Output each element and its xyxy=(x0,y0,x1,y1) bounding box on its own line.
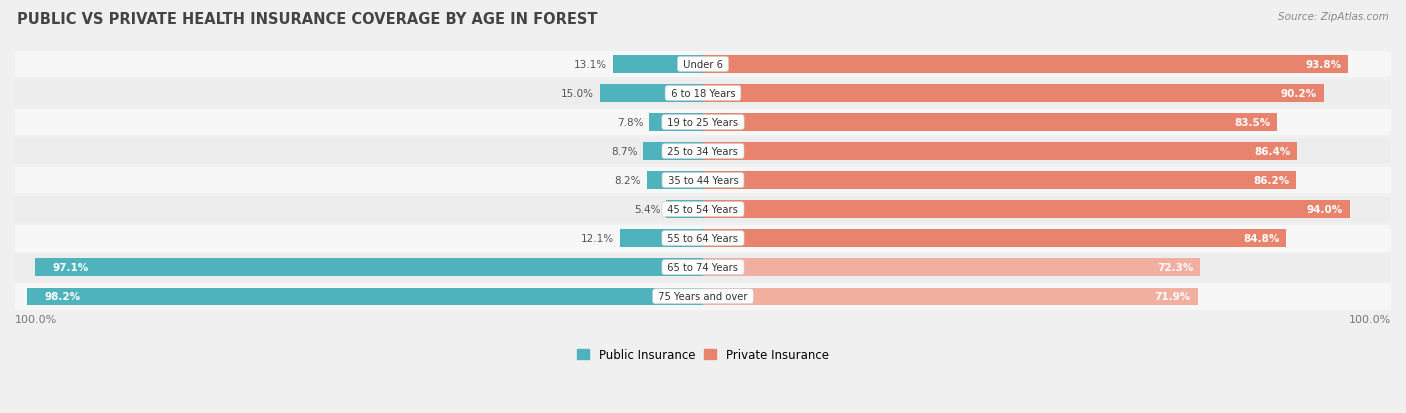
Bar xyxy=(15,52,1391,78)
Bar xyxy=(15,254,1391,281)
Bar xyxy=(703,259,1201,276)
Text: 5.4%: 5.4% xyxy=(634,204,661,215)
Text: 84.8%: 84.8% xyxy=(1243,234,1279,244)
Bar xyxy=(15,109,1391,136)
Bar xyxy=(703,201,1350,218)
Bar xyxy=(703,143,1298,160)
Bar xyxy=(15,196,1391,223)
Bar xyxy=(703,172,1296,189)
Text: 93.8%: 93.8% xyxy=(1305,60,1341,70)
Legend: Public Insurance, Private Insurance: Public Insurance, Private Insurance xyxy=(572,343,834,366)
Text: 75 Years and over: 75 Years and over xyxy=(655,292,751,301)
Text: 65 to 74 Years: 65 to 74 Years xyxy=(665,263,741,273)
Text: 8.2%: 8.2% xyxy=(614,176,641,186)
Text: 86.4%: 86.4% xyxy=(1254,147,1291,157)
Text: 7.8%: 7.8% xyxy=(617,118,644,128)
Bar xyxy=(600,85,703,102)
Bar xyxy=(613,56,703,74)
Text: 55 to 64 Years: 55 to 64 Years xyxy=(665,234,741,244)
Text: 13.1%: 13.1% xyxy=(574,60,607,70)
Text: Source: ZipAtlas.com: Source: ZipAtlas.com xyxy=(1278,12,1389,22)
Text: 72.3%: 72.3% xyxy=(1157,263,1194,273)
Text: 19 to 25 Years: 19 to 25 Years xyxy=(665,118,741,128)
Bar xyxy=(703,56,1348,74)
Bar xyxy=(620,230,703,247)
Bar xyxy=(647,172,703,189)
Bar xyxy=(15,225,1391,252)
Bar xyxy=(35,259,703,276)
Bar xyxy=(643,143,703,160)
Bar xyxy=(27,288,703,305)
Text: 6 to 18 Years: 6 to 18 Years xyxy=(668,89,738,99)
Text: 45 to 54 Years: 45 to 54 Years xyxy=(665,204,741,215)
Bar xyxy=(650,114,703,131)
Text: 86.2%: 86.2% xyxy=(1253,176,1289,186)
Bar xyxy=(703,85,1323,102)
Text: 35 to 44 Years: 35 to 44 Years xyxy=(665,176,741,186)
Text: 8.7%: 8.7% xyxy=(612,147,638,157)
Bar xyxy=(703,114,1278,131)
Bar xyxy=(15,167,1391,194)
Text: 15.0%: 15.0% xyxy=(561,89,595,99)
Bar xyxy=(15,81,1391,107)
Text: 90.2%: 90.2% xyxy=(1281,89,1316,99)
Text: 25 to 34 Years: 25 to 34 Years xyxy=(665,147,741,157)
Text: Under 6: Under 6 xyxy=(681,60,725,70)
Text: 98.2%: 98.2% xyxy=(45,292,80,301)
Text: 12.1%: 12.1% xyxy=(581,234,614,244)
Bar xyxy=(703,288,1198,305)
Text: 100.0%: 100.0% xyxy=(1348,314,1391,324)
Text: PUBLIC VS PRIVATE HEALTH INSURANCE COVERAGE BY AGE IN FOREST: PUBLIC VS PRIVATE HEALTH INSURANCE COVER… xyxy=(17,12,598,27)
Bar xyxy=(703,230,1286,247)
Text: 71.9%: 71.9% xyxy=(1154,292,1191,301)
Bar xyxy=(666,201,703,218)
Text: 100.0%: 100.0% xyxy=(15,314,58,324)
Bar xyxy=(15,283,1391,310)
Bar xyxy=(15,138,1391,165)
Text: 97.1%: 97.1% xyxy=(52,263,89,273)
Text: 83.5%: 83.5% xyxy=(1234,118,1271,128)
Text: 94.0%: 94.0% xyxy=(1306,204,1343,215)
